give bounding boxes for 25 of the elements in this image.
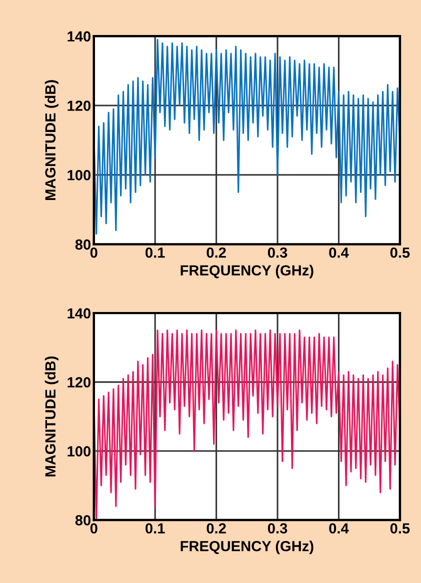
x-axis-title: FREQUENCY (GHz): [180, 540, 314, 554]
line-series: [94, 38, 400, 235]
x-tick-label: 0.4: [329, 247, 349, 258]
x-tick-label: 0.1: [146, 523, 165, 534]
y-tick-label: 80: [75, 239, 91, 250]
x-tick-label: 0.2: [206, 523, 226, 534]
x-tick-label: 0.5: [390, 247, 410, 258]
y-tick-label: 140: [68, 308, 91, 318]
y-tick-label: 120: [68, 100, 91, 111]
x-tick-label: 0.3: [268, 247, 288, 258]
y-tick-label: 120: [68, 377, 91, 388]
x-tick-label: 0.5: [390, 523, 410, 534]
y-axis-title: MAGNITUDE (dB): [44, 80, 58, 200]
y-tick-label: 100: [68, 170, 91, 180]
x-tick-label: 0.3: [268, 523, 288, 534]
y-tick-label: 80: [75, 515, 91, 526]
y-tick-label: 140: [68, 31, 91, 42]
x-tick-label: 0.1: [146, 247, 165, 258]
y-axis-title: MAGNITUDE (dB): [44, 356, 58, 476]
y-tick-label: 100: [68, 446, 91, 456]
x-tick-label: 0: [90, 247, 98, 258]
x-tick-label: 0.2: [206, 247, 226, 258]
x-tick-label: 0: [90, 523, 98, 534]
x-tick-label: 0.4: [329, 523, 349, 534]
x-axis-title: FREQUENCY (GHz): [180, 264, 314, 278]
